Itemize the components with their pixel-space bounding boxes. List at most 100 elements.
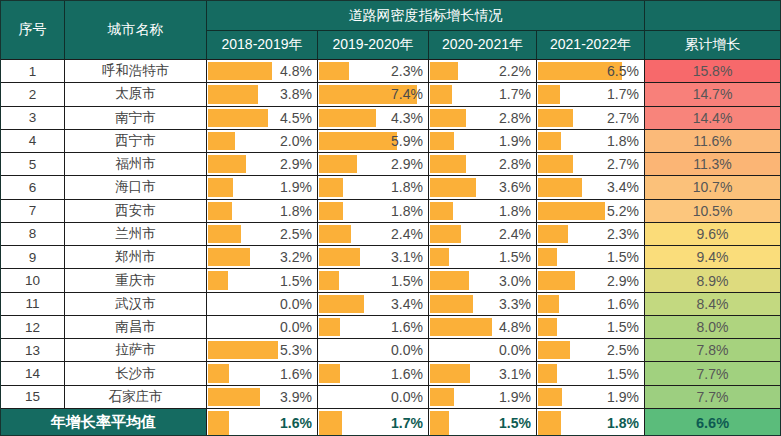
growth-value: 1.9% (280, 179, 312, 195)
growth-value: 1.7% (499, 86, 531, 102)
growth-value: 3.4% (607, 179, 639, 195)
growth-cell-2018-2019: 3.9% (207, 386, 318, 408)
data-bar (208, 62, 272, 80)
city-name: 太原市 (65, 83, 207, 105)
growth-cell-2021-2022: 1.9% (537, 386, 645, 408)
table-row: 1 呼和浩特市 4.8% 2.3% 2.2% 6.5% 15.8% (1, 59, 780, 82)
growth-cell-2019-2020: 2.3% (318, 60, 429, 82)
growth-value: 5.2% (607, 203, 639, 219)
growth-value: 1.5% (280, 273, 312, 289)
data-bar (319, 364, 340, 382)
growth-cell-2018-2019: 1.8% (207, 200, 318, 222)
cumulative-growth-cell: 9.4% (645, 246, 780, 268)
growth-value: 2.9% (391, 156, 423, 172)
data-bar (208, 411, 229, 435)
city-name: 兰州市 (65, 223, 207, 245)
growth-value: 3.4% (391, 296, 423, 312)
growth-cell-2021-2022: 6.5% (537, 60, 645, 82)
growth-cell-2021-2022: 1.8% (537, 130, 645, 152)
row-index: 6 (1, 176, 65, 198)
data-bar (430, 411, 449, 435)
growth-cell-2021-2022: 2.3% (537, 223, 645, 245)
cumulative-growth-cell: 14.7% (645, 83, 780, 105)
city-name: 西安市 (65, 200, 207, 222)
header-year-2019-2020: 2019-2020年 (318, 31, 429, 59)
growth-cell-2018-2019: 0.0% (207, 316, 318, 338)
growth-value: 2.3% (607, 226, 639, 242)
growth-cell-2020-2021: 2.8% (429, 153, 537, 175)
growth-value: 3.6% (499, 179, 531, 195)
data-bar (208, 155, 246, 173)
data-bar (208, 109, 268, 127)
growth-cell-2020-2021: 0.0% (429, 339, 537, 361)
table-row: 10 重庆市 1.5% 1.5% 3.0% 2.9% 8.9% (1, 268, 780, 291)
growth-cell-2021-2022: 1.5% (537, 316, 645, 338)
growth-cell-2020-2021: 2.8% (429, 107, 537, 129)
growth-value: 2.7% (607, 110, 639, 126)
growth-cell-2020-2021: 2.2% (429, 60, 537, 82)
growth-value: 2.3% (391, 63, 423, 79)
growth-cell-2018-2019: 1.9% (207, 176, 318, 198)
growth-value: 3.1% (499, 366, 531, 382)
growth-value: 4.8% (499, 319, 531, 335)
data-bar (538, 318, 557, 336)
data-bar (208, 132, 235, 150)
data-bar (208, 178, 233, 196)
row-index: 10 (1, 269, 65, 291)
row-index: 12 (1, 316, 65, 338)
table-body: 1 呼和浩特市 4.8% 2.3% 2.2% 6.5% 15.8% 2 太原市 … (1, 59, 780, 408)
growth-value: 2.2% (499, 63, 531, 79)
row-index: 14 (1, 362, 65, 384)
data-bar (538, 132, 561, 150)
growth-value: 1.8% (280, 203, 312, 219)
city-name: 长沙市 (65, 362, 207, 384)
city-name: 石家庄市 (65, 386, 207, 408)
cumulative-growth-cell: 7.8% (645, 339, 780, 361)
data-bar (430, 62, 458, 80)
data-bar (319, 411, 342, 435)
city-name: 重庆市 (65, 269, 207, 291)
data-bar (538, 341, 570, 359)
city-name: 海口市 (65, 176, 207, 198)
table-row: 12 南昌市 0.0% 1.6% 4.8% 1.5% 8.0% (1, 315, 780, 338)
cumulative-growth-cell: 7.7% (645, 362, 780, 384)
table-header: 序号 城市名称 道路网密度指标增长情况 2018-2019年 2019-2020… (1, 1, 780, 59)
data-bar (208, 85, 258, 103)
growth-cell-2020-2021: 1.9% (429, 130, 537, 152)
growth-value: 2.4% (391, 226, 423, 242)
growth-value: 0.0% (391, 342, 423, 358)
cumulative-growth-cell: 14.4% (645, 107, 780, 129)
table-row: 4 西宁市 2.0% 5.9% 1.9% 1.8% 11.6% (1, 129, 780, 152)
growth-cell-2019-2020: 1.6% (318, 316, 429, 338)
data-bar (430, 85, 452, 103)
growth-cell-2021-2022: 1.5% (537, 362, 645, 384)
cumulative-growth-cell: 11.6% (645, 130, 780, 152)
growth-cell-2020-2021: 3.0% (429, 269, 537, 291)
growth-value: 3.8% (280, 86, 312, 102)
growth-value: 1.6% (391, 366, 423, 382)
growth-value: 0.0% (280, 296, 312, 312)
growth-value: 0.0% (391, 389, 423, 405)
growth-value: 1.5% (607, 366, 639, 382)
growth-cell-2019-2020: 1.7% (318, 409, 429, 436)
growth-cell-2019-2020: 1.8% (318, 200, 429, 222)
growth-value: 7.4% (391, 86, 423, 102)
growth-cell-2018-2019: 3.2% (207, 246, 318, 268)
data-bar (430, 388, 454, 406)
growth-cell-2021-2022: 2.7% (537, 107, 645, 129)
data-bar (538, 271, 575, 289)
growth-value: 5.9% (391, 133, 423, 149)
growth-value: 1.6% (280, 366, 312, 382)
growth-cell-2018-2019: 1.6% (207, 409, 318, 436)
header-city-name: 城市名称 (65, 1, 207, 59)
row-index: 13 (1, 339, 65, 361)
growth-value: 1.7% (391, 415, 423, 431)
data-bar (319, 271, 339, 289)
growth-cell-2020-2021: 2.4% (429, 223, 537, 245)
city-name: 南宁市 (65, 107, 207, 129)
data-bar (538, 178, 582, 196)
row-index: 9 (1, 246, 65, 268)
data-bar (319, 155, 357, 173)
growth-value: 4.3% (391, 110, 423, 126)
data-bar (208, 248, 250, 266)
